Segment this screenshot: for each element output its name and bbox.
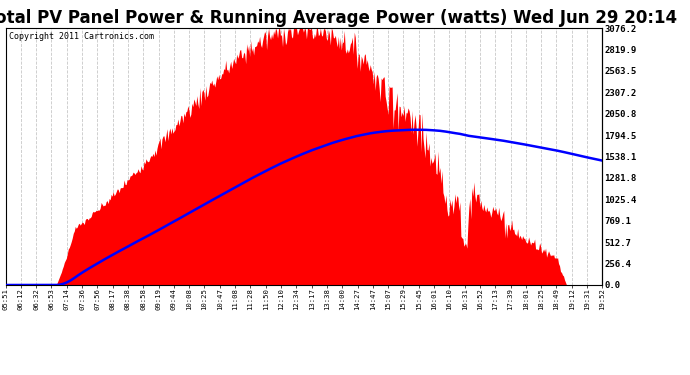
Text: Total PV Panel Power & Running Average Power (watts) Wed Jun 29 20:14: Total PV Panel Power & Running Average P… bbox=[0, 9, 677, 27]
Text: Copyright 2011 Cartronics.com: Copyright 2011 Cartronics.com bbox=[8, 32, 153, 41]
